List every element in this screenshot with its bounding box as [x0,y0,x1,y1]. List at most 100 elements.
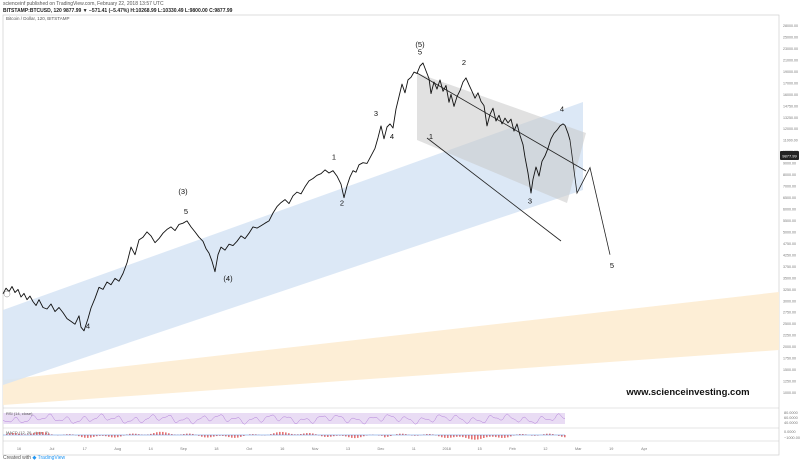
macd-bar [252,434,254,436]
wave-label-8: 2 [340,199,344,208]
brand-name[interactable]: TradingView [37,455,66,461]
wave-label-4: 3 [374,109,378,118]
macd-bar [339,435,341,436]
x-tick-label: 19 [609,447,613,451]
y-tick-label: 3250.00 [783,288,796,292]
macd-bar [384,435,386,438]
macd-bar [210,435,212,438]
y-tick-label: 8000.00 [783,173,796,177]
macd-bar [93,435,95,437]
macd-bar [276,432,278,435]
macd-bar [483,435,485,438]
macd-bar [102,435,104,436]
rsi-band [3,413,565,424]
macd-bar [426,434,428,435]
wave-label-7: 1 [332,152,336,161]
macd-bar [234,435,236,438]
macd-bar [417,435,419,436]
chart-frame [2,14,780,456]
x-tick-label: 15 [477,447,481,451]
macd-bar [213,435,215,437]
macd-bar [453,435,455,438]
macd-bar [306,433,308,436]
macd-bar [120,435,122,437]
macd-bar [297,434,299,436]
macd-bar [381,435,383,436]
rsi-tick-60: 60.0000 [784,416,798,420]
macd-bar [471,435,473,440]
macd-bar [552,434,554,435]
macd-bar [429,434,431,435]
macd-bar [48,433,50,436]
macd-bar [468,435,470,439]
y-tick-label: 25000.00 [783,35,798,39]
rsi-polyline [2,413,566,425]
macd-bar [288,433,290,436]
y-tick-label: 28000.00 [783,24,798,28]
macd-bar [72,434,74,436]
y-tick-label: 23000.00 [783,47,798,51]
rsi-label: RSI (14, close) [6,411,33,416]
macd-bar [183,434,185,436]
macd-bar [39,431,41,436]
macd-bar [36,432,38,436]
macd-bar [450,435,452,438]
x-tick-label: Jul [49,447,54,451]
wedge-fill [417,73,586,203]
wave-label-10: (3) [178,187,188,196]
macd-bar [507,435,509,438]
macd-bar [78,435,80,437]
macd-bar [444,435,446,438]
watermark-url: www.scienceinvesting.com [625,387,749,398]
tradingview-logo-icon[interactable]: ◆ [32,455,37,461]
y-tick-label: 17000.00 [783,81,798,85]
macd-bar [105,435,107,437]
y-tick-label: 5000.00 [783,230,796,234]
macd-bar [198,435,200,436]
macd-bar [462,435,464,438]
macd-bar [321,435,323,437]
macd-bar [216,435,218,437]
macd-bar [312,433,314,435]
y-tick-label: 3750.00 [783,265,796,269]
y-tick-label: 5500.00 [783,219,796,223]
macd-bar [162,431,164,435]
rsi-tick-80: 80.0000 [784,411,798,415]
macd-bar [201,435,203,437]
macd-bar [270,434,272,436]
macd-bar [156,432,158,435]
y-tick-label: 12000.00 [783,127,798,131]
macd-bar [249,434,251,435]
rsi-line [2,413,566,425]
macd-bar [333,435,335,437]
y-tick-label: 4250.00 [783,253,796,257]
macd-bar [402,433,404,435]
y-tick-label: 2250.00 [783,334,796,338]
wave-label-2: 2 [462,58,466,67]
macd-bar [273,433,275,436]
y-tick-label: 14750.00 [783,104,798,108]
macd-bar [81,435,83,438]
wave-label-9: 3 [528,197,532,206]
macd-bar [42,432,44,435]
macd-bar [165,432,167,435]
wave-label-14: 5 [610,261,614,270]
footer: Created with ◆ TradingView [3,455,65,461]
macd-bar [396,434,398,436]
macd-bar [240,435,242,437]
macd-bar [303,433,305,435]
macd-tick-neg: −1000.00 [784,436,800,440]
series-toggle-icon[interactable] [3,290,11,298]
x-tick-label: Dec [378,447,385,451]
macd-bar [12,432,14,436]
macd-bar [531,435,533,436]
x-tick-label: 18 [214,447,218,451]
macd-bar [27,434,29,436]
wave-label-0: (5) [415,40,425,49]
macd-bar [114,435,116,438]
x-tick-label: 2018 [442,447,450,451]
macd-bar [99,435,101,436]
macd-bar [21,434,23,435]
